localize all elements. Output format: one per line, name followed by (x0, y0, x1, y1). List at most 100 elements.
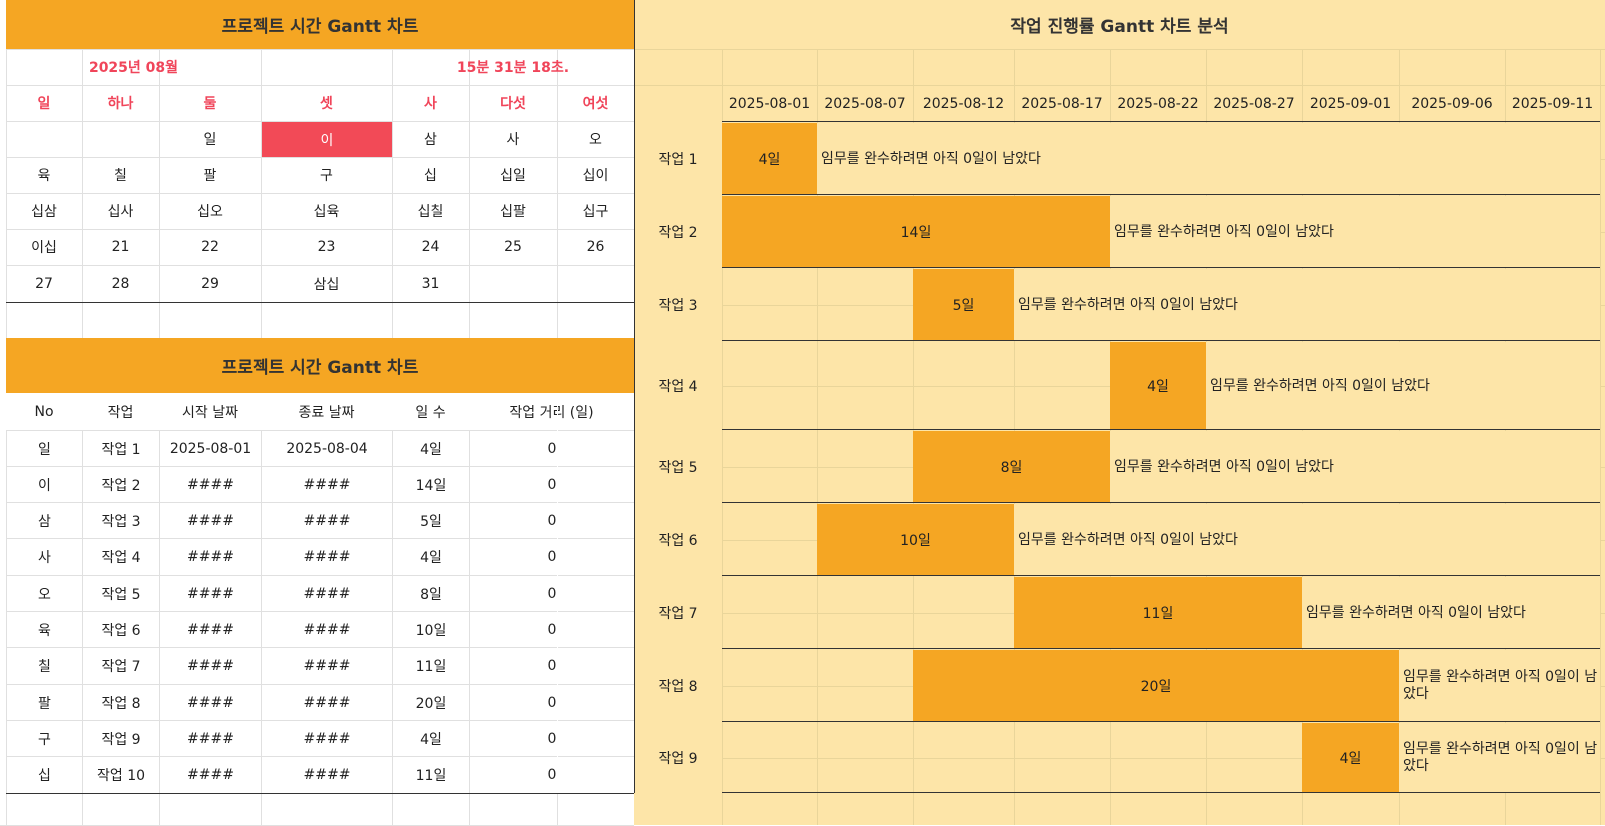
gantt-bar[interactable]: 4일 (1302, 723, 1399, 793)
calendar-day[interactable]: 오 (589, 132, 602, 148)
calendar-day[interactable]: 이십 (31, 240, 57, 256)
calendar-day[interactable]: 육 (37, 168, 51, 184)
table-cell[interactable]: 일 (7, 431, 82, 466)
table-cell[interactable]: #### (262, 685, 392, 720)
table-cell[interactable]: #### (160, 503, 261, 538)
calendar-day[interactable]: 삼십 (313, 276, 340, 293)
calendar-day[interactable] (557, 265, 634, 302)
table-cell[interactable]: 14일 (393, 467, 469, 502)
table-cell[interactable]: 삼 (7, 503, 82, 538)
gantt-bar[interactable]: 11일 (1014, 577, 1302, 649)
table-cell[interactable]: 0 (470, 503, 634, 538)
table-cell[interactable]: 0 (470, 576, 634, 611)
table-cell[interactable]: #### (262, 612, 392, 647)
table-cell[interactable]: #### (262, 539, 392, 575)
gantt-bar[interactable]: 4일 (1110, 342, 1206, 430)
table-cell[interactable]: 작업 10 (83, 757, 159, 793)
gantt-bar[interactable]: 8일 (913, 431, 1110, 503)
table-cell[interactable]: 2025-08-04 (262, 431, 392, 466)
table-cell[interactable]: 0 (470, 648, 634, 684)
table-cell[interactable]: #### (160, 648, 261, 684)
calendar-day[interactable] (6, 121, 82, 157)
gantt-bar[interactable]: 5일 (913, 269, 1014, 341)
calendar-day[interactable]: 21 (111, 239, 130, 255)
calendar-day[interactable]: 구 (320, 168, 333, 184)
table-cell[interactable]: 4일 (393, 721, 469, 756)
table-cell[interactable]: #### (160, 721, 261, 756)
table-cell[interactable]: 0 (470, 721, 634, 756)
table-cell[interactable]: 팔 (7, 685, 82, 720)
calendar-day[interactable]: 23 (317, 239, 336, 255)
calendar-day[interactable]: 십 (424, 168, 437, 184)
calendar-day[interactable] (82, 121, 159, 157)
calendar-day[interactable]: 25 (504, 239, 522, 255)
calendar-day[interactable]: 22 (201, 239, 219, 255)
table-cell[interactable]: 작업 3 (83, 503, 159, 538)
table-cell[interactable]: 20일 (393, 685, 469, 720)
calendar-day[interactable]: 일 (203, 132, 217, 148)
calendar-day[interactable]: 27 (35, 275, 53, 292)
calendar-day[interactable]: 삼 (424, 132, 437, 148)
calendar-day[interactable]: 칠 (114, 168, 127, 184)
table-cell[interactable]: #### (160, 757, 261, 793)
table-cell[interactable]: 0 (470, 685, 634, 720)
calendar-day[interactable]: 십일 (500, 168, 526, 184)
table-cell[interactable]: 오 (7, 576, 82, 611)
table-cell[interactable]: #### (262, 503, 392, 538)
calendar-day[interactable]: 십사 (107, 204, 134, 220)
table-cell[interactable]: 작업 4 (83, 539, 159, 575)
table-cell[interactable]: 8일 (393, 576, 469, 611)
table-cell[interactable]: 0 (470, 539, 634, 575)
calendar-day[interactable]: 사 (506, 132, 520, 148)
calendar-day[interactable]: 29 (201, 275, 219, 292)
gantt-bar[interactable]: 10일 (817, 504, 1014, 576)
gantt-bar[interactable]: 14일 (722, 196, 1110, 268)
table-cell[interactable]: #### (160, 576, 261, 611)
calendar-day[interactable] (469, 265, 557, 302)
gantt-bar[interactable]: 4일 (722, 123, 817, 195)
calendar-day[interactable]: 24 (421, 239, 440, 255)
table-cell[interactable]: 11일 (393, 648, 469, 684)
table-cell[interactable]: #### (160, 685, 261, 720)
table-cell[interactable]: #### (262, 757, 392, 793)
calendar-day[interactable]: 십삼 (31, 204, 57, 220)
calendar-day[interactable]: 28 (111, 275, 130, 292)
table-cell[interactable]: 작업 2 (83, 467, 159, 502)
calendar-day[interactable]: 십육 (313, 204, 340, 220)
calendar-day[interactable]: 십칠 (417, 204, 444, 220)
table-cell[interactable]: #### (160, 612, 261, 647)
table-cell[interactable]: #### (262, 721, 392, 756)
table-cell[interactable]: #### (262, 576, 392, 611)
table-cell[interactable]: 5일 (393, 503, 469, 538)
table-cell[interactable]: #### (160, 467, 261, 502)
table-cell[interactable]: 4일 (393, 539, 469, 575)
table-cell[interactable]: 작업 8 (83, 685, 159, 720)
table-cell[interactable]: 칠 (7, 648, 82, 684)
table-cell[interactable]: 0 (470, 431, 634, 466)
calendar-day-today[interactable]: 이 (262, 122, 392, 157)
table-cell[interactable]: 사 (7, 539, 82, 575)
table-cell[interactable]: 작업 5 (83, 576, 159, 611)
calendar-day[interactable]: 십이 (582, 168, 609, 184)
table-cell[interactable]: 0 (470, 612, 634, 647)
calendar-day[interactable]: 31 (421, 275, 440, 292)
calendar-day[interactable]: 십팔 (500, 204, 526, 220)
table-cell[interactable]: 10일 (393, 612, 469, 647)
table-cell[interactable]: 2025-08-01 (160, 431, 261, 466)
table-cell[interactable]: 작업 9 (83, 721, 159, 756)
table-cell[interactable]: 작업 7 (83, 648, 159, 684)
table-cell[interactable]: 작업 6 (83, 612, 159, 647)
calendar-day[interactable]: 십구 (582, 204, 609, 220)
table-cell[interactable]: 11일 (393, 757, 469, 793)
table-cell[interactable]: 십 (7, 757, 82, 793)
gantt-bar[interactable]: 20일 (913, 650, 1399, 722)
calendar-day[interactable]: 팔 (203, 168, 217, 184)
table-cell[interactable]: 작업 1 (83, 431, 159, 466)
table-cell[interactable]: 이 (7, 467, 82, 502)
table-cell[interactable]: 0 (470, 467, 634, 502)
table-cell[interactable]: 0 (470, 757, 634, 793)
table-cell[interactable]: 구 (7, 721, 82, 756)
calendar-day[interactable]: 십오 (197, 204, 223, 220)
table-cell[interactable]: 육 (7, 612, 82, 647)
table-cell[interactable]: 4일 (393, 431, 469, 466)
